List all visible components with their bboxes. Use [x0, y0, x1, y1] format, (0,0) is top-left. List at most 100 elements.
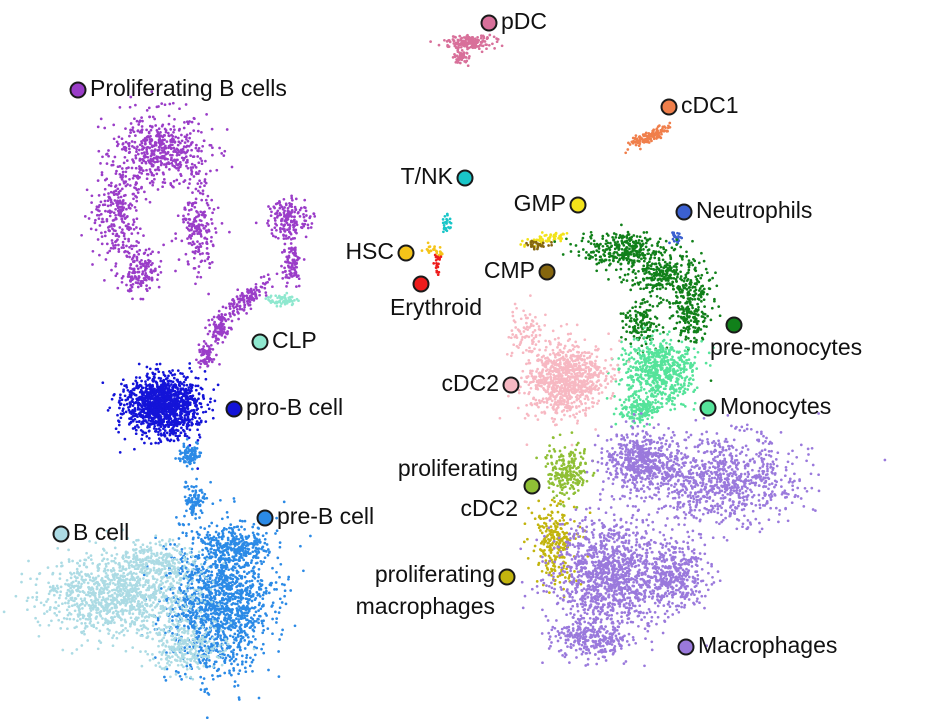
point-pro_b-3332 — [175, 424, 179, 428]
point-prolif_b-415 — [230, 165, 234, 169]
point-pro_b-3384 — [162, 412, 166, 416]
point-prolif_b-555 — [168, 168, 171, 171]
point-pro_b-2169 — [118, 451, 122, 454]
point-prolif_b-743 — [155, 105, 159, 109]
point-pro_b-3288 — [150, 391, 153, 395]
point-pro_b-3281 — [180, 415, 183, 419]
point-pro_b-3323 — [162, 401, 165, 404]
point-pre_b-4784 — [299, 544, 302, 548]
point-prolif_b-827 — [172, 150, 175, 153]
point-pre_b-4884 — [226, 587, 230, 591]
point-prolif_b-953 — [96, 179, 100, 182]
point-prolif_b-1282 — [205, 240, 209, 244]
point-prolif_b-416 — [128, 147, 131, 151]
point-prolif_b-656 — [163, 181, 167, 185]
point-prolif_b-1638 — [292, 226, 295, 229]
point-prolif_b-1480 — [131, 256, 135, 260]
point-prolif_b-517 — [172, 130, 175, 134]
point-prolif_b-1701 — [283, 270, 287, 273]
point-prolif_b-890 — [134, 209, 138, 212]
point-pdc-134 — [481, 44, 485, 48]
point-prolif_b-2038 — [204, 342, 208, 345]
point-pro_b-2229 — [196, 376, 200, 380]
point-prolif_b-1363 — [145, 284, 148, 287]
point-pre_b-4131 — [211, 677, 215, 681]
point-prolif_b-1235 — [208, 262, 212, 266]
point-prolif_b-1310 — [192, 242, 196, 246]
point-pro_b-3380 — [184, 418, 187, 421]
point-prolif_b-1431 — [150, 276, 154, 280]
point-pdc-131 — [458, 34, 462, 38]
point-prolif_b-1080 — [121, 202, 124, 205]
point-pre_b-3921 — [249, 616, 253, 620]
point-prolif_b-1657 — [287, 210, 291, 214]
point-pre_b-4466 — [251, 635, 255, 638]
point-pre_b-3599 — [278, 638, 281, 641]
point-prolif_b-1746 — [293, 263, 297, 266]
point-pre_b-4942 — [237, 672, 240, 676]
point-prolif_b-411 — [177, 129, 181, 132]
point-pre_b-4003 — [197, 627, 201, 631]
point-prolif_b-1447 — [130, 267, 134, 271]
point-pre_b-4951 — [271, 632, 274, 636]
point-pre_b-4928 — [199, 586, 203, 590]
point-pro_b-3135 — [133, 409, 137, 413]
point-prolif_b-1858 — [237, 312, 240, 315]
point-prolif_b-1643 — [302, 215, 306, 219]
point-prolif_b-1394 — [135, 255, 139, 259]
point-prolif_b-1928 — [223, 313, 227, 317]
point-pro_b-3120 — [181, 387, 185, 390]
point-pre_b-3837 — [270, 605, 274, 608]
point-prolif_b-677 — [147, 106, 151, 110]
point-prolif_b-1324 — [193, 217, 197, 220]
point-pro_b-2870 — [131, 400, 134, 404]
point-prolif_b-1587 — [290, 205, 294, 209]
point-prolif_b-398 — [169, 153, 172, 157]
point-pro_b-3305 — [176, 398, 180, 402]
point-prolif_b-1609 — [286, 212, 289, 216]
point-pre_b-4976 — [248, 589, 252, 593]
point-pdc-203 — [460, 58, 464, 62]
point-prolif_b-772 — [133, 140, 137, 144]
point-prolif_b-1165 — [182, 220, 185, 224]
point-prolif_b-1717 — [288, 250, 291, 254]
point-cdc1-335 — [655, 130, 659, 133]
point-prolif_b-709 — [156, 160, 160, 163]
point-prolif_b-1046 — [111, 227, 114, 231]
point-pro_b-3239 — [174, 420, 177, 424]
point-pdc-3 — [473, 37, 477, 41]
point-prolif_b-1035 — [122, 180, 126, 183]
point-pre_b-4597 — [188, 600, 192, 604]
point-prolif_b-2027 — [210, 360, 214, 364]
point-prolif_b-2022 — [197, 361, 200, 364]
point-prolif_b-429 — [203, 178, 207, 181]
point-pro_b-3027 — [171, 380, 175, 384]
point-pro_b-3003 — [153, 376, 156, 379]
point-pro_b-3124 — [141, 430, 145, 433]
point-pre_b-3578 — [191, 506, 194, 509]
point-pdc-31 — [479, 36, 483, 40]
point-pro_b-2597 — [123, 437, 127, 441]
point-pro_b-2684 — [157, 441, 160, 445]
point-pro_b-3394 — [150, 420, 154, 423]
point-pdc-101 — [500, 44, 504, 48]
point-prolif_b-817 — [161, 138, 165, 142]
point-pro_b-2571 — [138, 420, 141, 423]
point-pdc-209 — [455, 59, 459, 63]
point-pre_b-4967 — [206, 583, 210, 587]
point-pro_b-2727 — [120, 398, 124, 402]
point-pdc-58 — [473, 46, 477, 49]
point-pro_b-3117 — [166, 376, 169, 380]
point-prolif_b-679 — [208, 143, 212, 147]
point-pdc-155 — [479, 41, 483, 44]
point-pro_b-3167 — [145, 374, 149, 378]
point-prolif_b-1439 — [144, 248, 148, 252]
point-prolif_b-1742 — [296, 255, 300, 259]
point-prolif_b-516 — [179, 172, 182, 176]
point-pre_b-3575 — [190, 509, 194, 513]
point-cdc1-299 — [634, 143, 638, 147]
point-pre_b-4831 — [192, 620, 196, 623]
point-prolif_b-1184 — [186, 262, 190, 266]
point-prolif_b-734 — [157, 145, 161, 149]
point-prolif_b-1371 — [137, 241, 140, 244]
